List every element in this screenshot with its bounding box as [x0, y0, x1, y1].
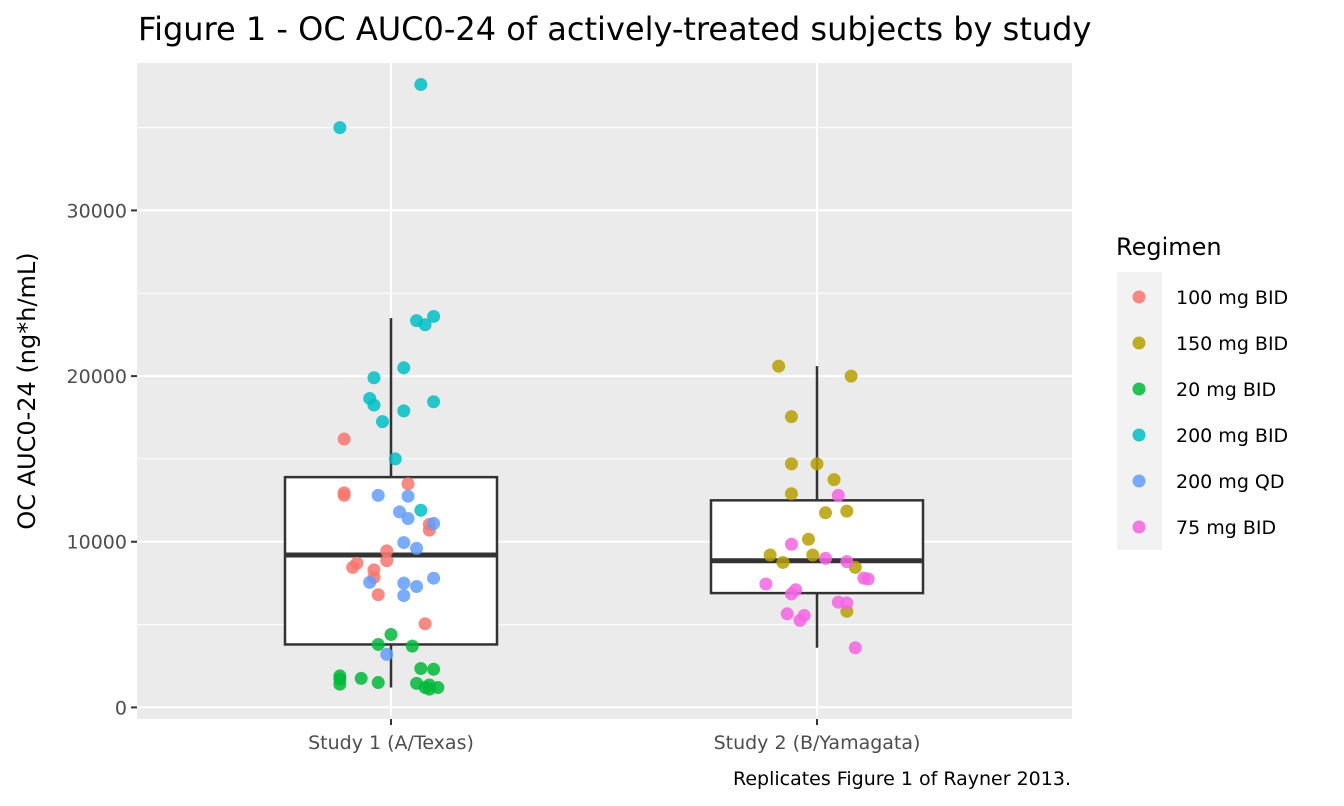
data-point — [401, 512, 415, 526]
data-point — [380, 544, 394, 558]
data-point — [410, 541, 424, 555]
data-point — [367, 371, 381, 385]
plot-panel — [137, 63, 1072, 719]
data-point — [414, 78, 428, 92]
data-point — [801, 532, 815, 546]
legend-key — [1132, 290, 1146, 304]
x-tick-label: Study 1 (A/Texas) — [308, 732, 474, 754]
data-point — [405, 639, 419, 653]
legend-label: 200 mg BID — [1176, 425, 1288, 447]
legend-key — [1132, 336, 1146, 350]
data-point — [371, 676, 385, 690]
data-point — [784, 587, 798, 601]
data-point — [401, 489, 415, 503]
data-point — [414, 503, 428, 517]
data-point — [414, 661, 428, 675]
data-point — [840, 596, 854, 610]
box-body — [709, 499, 925, 595]
x-tick-label: Study 2 (B/Yamagata) — [714, 732, 921, 754]
data-point — [397, 576, 411, 590]
legend-label: 75 mg BID — [1176, 517, 1276, 539]
legend-key — [1132, 474, 1146, 488]
data-point — [371, 588, 385, 602]
data-point — [401, 477, 415, 491]
data-point — [810, 457, 824, 471]
data-point — [371, 488, 385, 502]
data-point — [410, 579, 424, 593]
data-point — [367, 398, 381, 412]
legend-items: 100 mg BID 150 mg BID 20 mg BID 200 mg BID 2… — [1132, 287, 1288, 539]
data-point — [397, 589, 411, 603]
data-point — [827, 473, 841, 487]
data-point — [772, 359, 786, 373]
data-point — [375, 415, 389, 429]
legend-title: Regimen — [1116, 233, 1222, 261]
data-points — [333, 78, 875, 696]
data-point — [427, 662, 441, 676]
data-point — [831, 488, 845, 502]
legend: Regimen 100 mg BID 150 mg BID 20 mg BID 200… — [1116, 233, 1288, 550]
data-point — [844, 369, 858, 383]
data-point — [363, 575, 377, 589]
legend-label: 20 mg BID — [1176, 379, 1276, 401]
data-point — [388, 452, 402, 466]
data-point — [337, 488, 351, 502]
chart-caption: Replicates Figure 1 of Rayner 2013. — [733, 768, 1071, 790]
legend-key — [1132, 382, 1146, 396]
y-axis-title: OC AUC0-24 (ng*h/mL) — [13, 252, 41, 529]
data-point — [427, 395, 441, 409]
legend-key-background — [1117, 272, 1162, 550]
data-point — [819, 506, 833, 520]
data-point — [346, 560, 360, 574]
y-tick-label: 10000 — [67, 532, 127, 554]
data-point — [427, 571, 441, 585]
y-tick-label: 20000 — [67, 366, 127, 388]
y-tick-label: 0 — [115, 697, 127, 719]
data-point — [422, 682, 436, 696]
data-point — [337, 432, 351, 446]
data-point — [759, 577, 773, 591]
legend-key — [1132, 428, 1146, 442]
data-point — [784, 487, 798, 501]
data-point — [418, 617, 432, 631]
data-point — [784, 410, 798, 424]
y-axis: 0 10000 20000 30000 — [67, 200, 137, 719]
data-point — [333, 121, 347, 135]
legend-label: 200 mg QD — [1176, 471, 1285, 493]
y-tick-label: 30000 — [67, 200, 127, 222]
legend-label: 100 mg BID — [1176, 287, 1288, 309]
legend-key — [1132, 520, 1146, 534]
legend-label: 150 mg BID — [1176, 333, 1288, 355]
x-axis: Study 1 (A/Texas) Study 2 (B/Yamagata) — [308, 719, 920, 754]
data-point — [380, 554, 394, 568]
data-point — [819, 551, 833, 565]
data-point — [840, 504, 854, 518]
data-point — [371, 637, 385, 651]
data-point — [776, 555, 790, 569]
data-point — [427, 309, 441, 323]
data-point — [861, 572, 875, 586]
data-point — [384, 628, 398, 642]
data-point — [840, 555, 854, 569]
data-point — [397, 404, 411, 418]
data-point — [427, 517, 441, 531]
data-point — [763, 548, 777, 562]
data-point — [793, 613, 807, 627]
data-point — [333, 677, 347, 691]
data-point — [780, 607, 794, 621]
data-point — [354, 671, 368, 685]
data-point — [397, 361, 411, 375]
data-point — [784, 457, 798, 471]
data-point — [784, 537, 798, 551]
data-point — [806, 548, 820, 562]
chart-title: Figure 1 - OC AUC0-24 of actively-treate… — [138, 10, 1091, 48]
data-point — [380, 647, 394, 661]
data-point — [848, 641, 862, 655]
data-point — [418, 318, 432, 332]
data-point — [397, 536, 411, 550]
